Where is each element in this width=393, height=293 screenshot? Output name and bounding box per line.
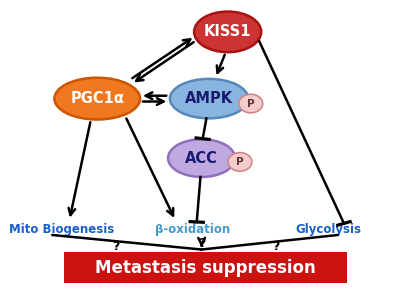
Text: ?: ?: [272, 240, 280, 253]
FancyBboxPatch shape: [64, 253, 347, 283]
Text: KISS1: KISS1: [204, 24, 252, 39]
Ellipse shape: [168, 139, 235, 177]
Text: Metastasis suppression: Metastasis suppression: [95, 259, 316, 277]
Text: P: P: [247, 98, 255, 108]
Text: Glycolysis: Glycolysis: [295, 223, 361, 236]
Text: P: P: [236, 157, 244, 167]
Text: AMPK: AMPK: [185, 91, 233, 106]
Ellipse shape: [54, 78, 140, 120]
Text: PGC1α: PGC1α: [70, 91, 124, 106]
Text: β-oxidation: β-oxidation: [154, 223, 230, 236]
Circle shape: [239, 94, 263, 113]
Ellipse shape: [194, 11, 261, 52]
Text: ACC: ACC: [185, 151, 218, 166]
Ellipse shape: [170, 79, 248, 118]
Text: Mito Biogenesis: Mito Biogenesis: [9, 223, 114, 236]
Text: ?: ?: [112, 240, 119, 253]
Circle shape: [228, 153, 252, 171]
Text: ?: ?: [198, 237, 205, 250]
